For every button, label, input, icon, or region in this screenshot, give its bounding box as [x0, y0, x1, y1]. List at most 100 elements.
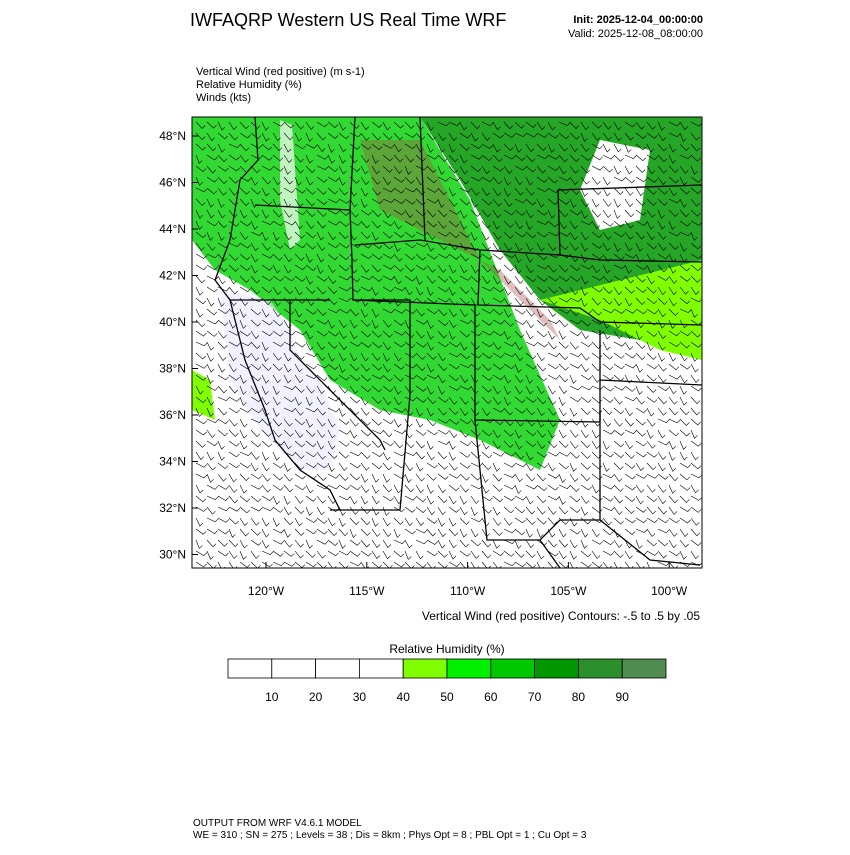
- wind-barb: [327, 341, 338, 349]
- wind-barb: [624, 121, 636, 128]
- wind-barb: [305, 242, 316, 250]
- wind-barb: [514, 176, 523, 186]
- wind-barb: [195, 209, 204, 219]
- wind-barb: [261, 374, 270, 384]
- wind-barb: [250, 165, 261, 174]
- wind-barb: [261, 341, 269, 351]
- wind-barb: [206, 330, 218, 337]
- wind-barb: [437, 121, 450, 127]
- wind-barb: [294, 154, 304, 163]
- wind-barb: [415, 176, 424, 186]
- wind-barb: [360, 253, 372, 260]
- wind-barb: [448, 209, 461, 215]
- wind-barb: [393, 319, 405, 326]
- wind-barb: [679, 308, 692, 313]
- wind-barb: [481, 176, 493, 183]
- wind-barb: [371, 484, 380, 494]
- wind-barb: [305, 517, 318, 523]
- wind-barb: [327, 308, 340, 314]
- wind-barb: [558, 286, 569, 294]
- wind-barb: [371, 363, 382, 371]
- wind-barb: [360, 132, 370, 141]
- wind-barb: [558, 341, 569, 349]
- wind-barb: [195, 363, 208, 369]
- lat-label: 44°N: [159, 222, 186, 236]
- wind-barb: [558, 231, 571, 237]
- wind-barb: [580, 176, 590, 185]
- wind-barb: [338, 396, 346, 406]
- wind-barb: [294, 495, 304, 504]
- wind-barb: [525, 264, 534, 274]
- wind-barb: [536, 451, 548, 458]
- wind-barb: [437, 396, 449, 403]
- wind-barb: [316, 484, 329, 490]
- wind-barb: [228, 484, 238, 493]
- wind-barb: [591, 539, 604, 545]
- wind-barb: [613, 231, 625, 238]
- wind-barb: [327, 429, 336, 439]
- wind-barb: [382, 143, 395, 149]
- colorbar-box: [621, 658, 667, 679]
- wind-barb: [624, 330, 633, 340]
- wind-barb: [525, 341, 538, 347]
- wind-barb: [558, 407, 567, 417]
- wind-barb: [470, 143, 482, 149]
- wind-barb: [492, 308, 504, 316]
- wind-barb: [228, 154, 240, 161]
- wind-barb: [679, 330, 691, 337]
- wind-barb: [602, 473, 615, 479]
- wind-barb: [393, 528, 401, 538]
- wind-barb: [415, 165, 428, 171]
- wind-barb: [437, 374, 446, 384]
- wind-barb: [404, 253, 416, 261]
- wind-barb: [514, 484, 522, 494]
- wind-barb: [239, 242, 251, 249]
- wind-barb: [404, 319, 412, 329]
- wind-barb: [283, 418, 293, 427]
- wind-barb: [492, 429, 501, 439]
- wind-barb: [217, 341, 228, 349]
- wind-barb: [635, 330, 643, 340]
- wind-barb: [360, 385, 372, 393]
- wind-barb: [613, 506, 623, 515]
- wind-barb: [657, 253, 669, 260]
- wind-barb: [470, 517, 483, 523]
- wind-barb: [602, 440, 610, 450]
- wind-barb: [393, 495, 403, 505]
- wind-barb: [448, 462, 458, 471]
- wind-barb: [580, 484, 592, 491]
- wind-barb: [371, 264, 382, 273]
- wind-barb: [492, 231, 502, 240]
- wind-barb: [195, 319, 206, 328]
- wind-barb: [360, 209, 372, 216]
- wind-barb: [448, 506, 460, 513]
- wind-barb: [426, 451, 435, 461]
- wind-barb: [272, 374, 281, 384]
- wind-barb: [195, 407, 203, 417]
- wind-barb: [481, 473, 489, 483]
- wind-barb: [404, 528, 416, 535]
- wind-barb: [602, 451, 614, 458]
- wind-barb: [602, 176, 611, 186]
- wind-barb: [305, 308, 317, 315]
- wind-barb: [558, 220, 568, 230]
- wind-barb: [448, 473, 461, 479]
- wind-barb: [206, 363, 215, 373]
- wind-barb: [426, 187, 439, 193]
- wind-barb: [514, 528, 526, 536]
- wind-barb: [316, 440, 325, 450]
- wind-barb: [470, 451, 481, 459]
- wind-barb: [360, 220, 371, 229]
- wind-barb: [635, 253, 644, 263]
- wind-barb: [195, 187, 208, 193]
- wind-barb: [525, 209, 534, 219]
- wind-barb: [261, 132, 270, 142]
- wind-barb: [668, 418, 681, 424]
- wind-barb: [349, 495, 358, 505]
- lon-label: 115°W: [349, 584, 385, 598]
- wind-barb: [305, 297, 315, 306]
- wind-barb: [294, 352, 305, 360]
- wind-barb: [448, 231, 460, 239]
- wind-barb: [228, 517, 239, 525]
- wind-barb: [371, 253, 383, 260]
